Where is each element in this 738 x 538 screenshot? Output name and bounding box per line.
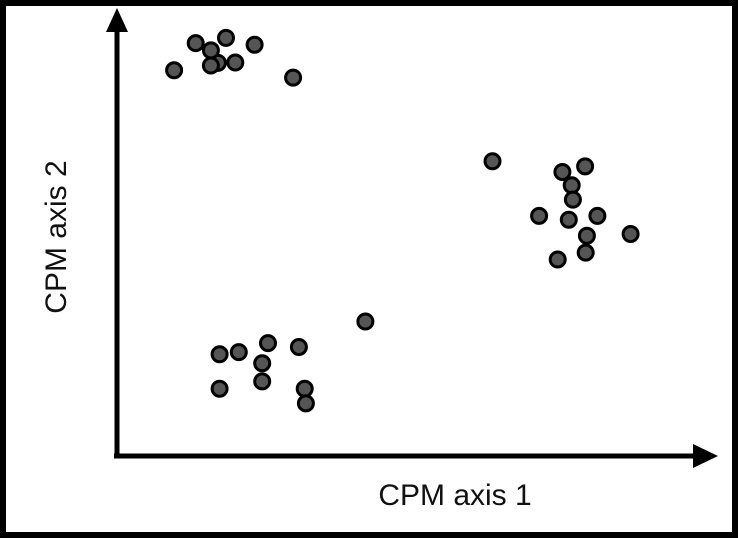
data-point-18 [577, 226, 596, 245]
data-point-30 [295, 379, 314, 398]
x-axis-arrowhead [693, 444, 718, 468]
data-point-24 [229, 343, 248, 362]
data-point-5 [201, 56, 220, 75]
data-point-10 [483, 152, 502, 171]
x-axis-label: CPM axis 1 [378, 479, 531, 512]
axes [106, 8, 718, 468]
data-point-17 [588, 206, 607, 225]
data-point-11 [553, 163, 572, 181]
data-point-19 [621, 225, 640, 243]
data-point-27 [253, 354, 272, 373]
data-point-2 [186, 34, 205, 53]
data-point-9 [284, 68, 303, 87]
data-point-26 [289, 338, 308, 356]
chart-panel [6, 6, 732, 532]
data-point-22 [356, 312, 375, 331]
data-point-25 [210, 345, 229, 364]
data-point-7 [245, 35, 264, 54]
data-point-12 [576, 157, 595, 176]
data-point-29 [210, 379, 229, 398]
data-point-31 [296, 394, 315, 413]
y-axis-arrowhead [106, 8, 128, 32]
data-point-20 [576, 243, 595, 262]
data-point-4 [217, 28, 235, 47]
y-axis-label: CPM axis 2 [40, 160, 73, 313]
data-point-16 [559, 210, 578, 229]
data-point-13 [562, 176, 581, 195]
data-point-14 [563, 190, 582, 209]
data-point-23 [259, 334, 277, 353]
data-point-3 [201, 41, 220, 60]
data-point-8 [165, 61, 184, 80]
data-point-15 [530, 206, 549, 225]
data-point-6 [226, 53, 245, 72]
data-points [165, 28, 640, 413]
data-point-28 [253, 372, 272, 391]
data-point-21 [548, 250, 567, 269]
